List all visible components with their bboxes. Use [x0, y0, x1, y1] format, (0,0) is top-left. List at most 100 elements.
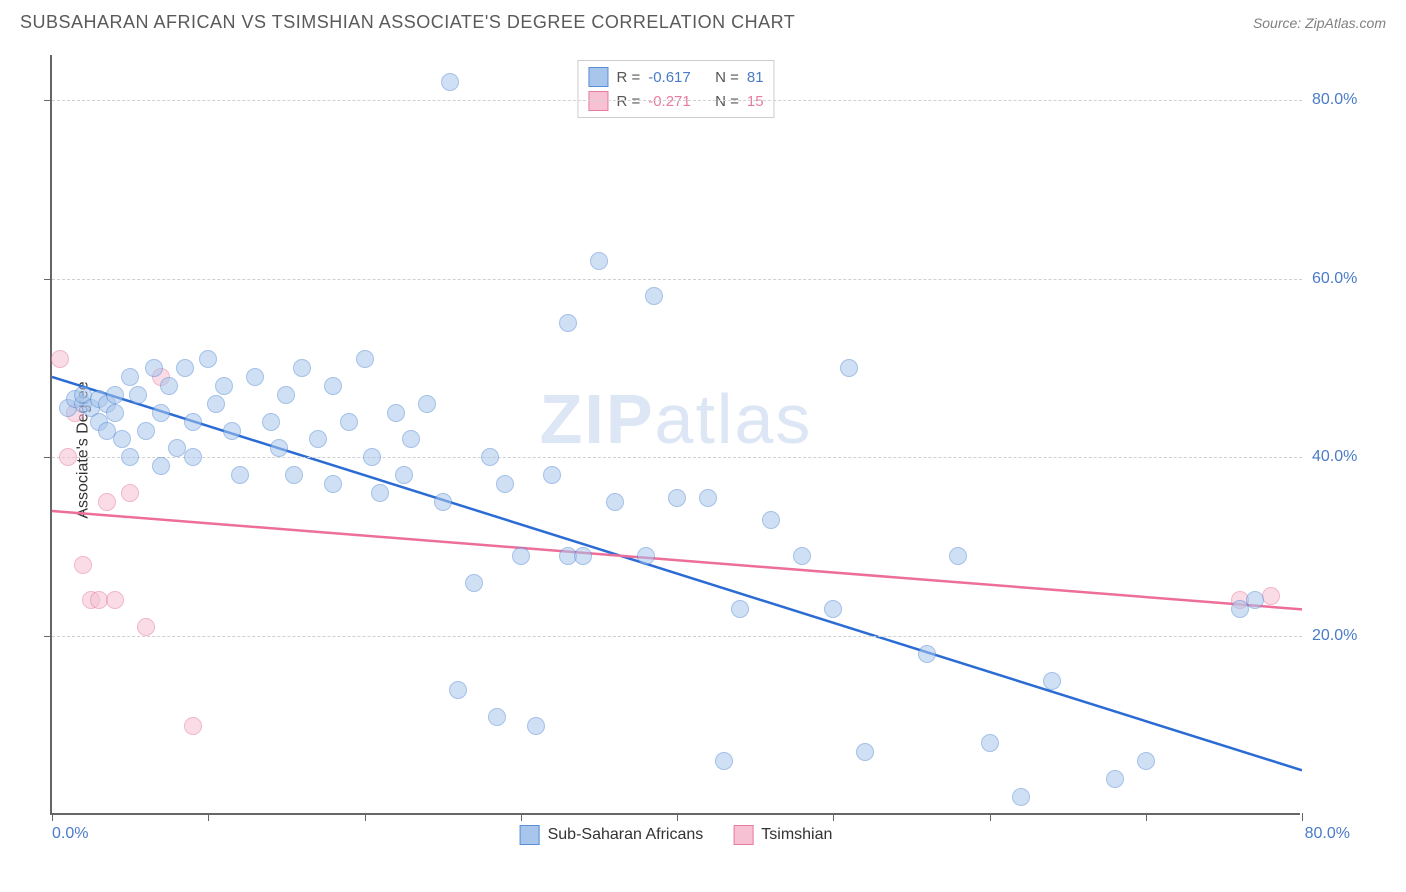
gridline — [52, 279, 1302, 280]
data-point — [512, 547, 530, 565]
data-point — [449, 681, 467, 699]
data-point — [363, 448, 381, 466]
data-point — [74, 556, 92, 574]
data-point — [981, 734, 999, 752]
data-point — [395, 466, 413, 484]
chart-container: Associate's Degree ZIPatlas R =-0.617 N … — [50, 55, 1390, 845]
data-point — [387, 404, 405, 422]
data-point — [793, 547, 811, 565]
data-point — [246, 368, 264, 386]
chart-title: SUBSAHARAN AFRICAN VS TSIMSHIAN ASSOCIAT… — [20, 12, 795, 33]
x-tick — [677, 813, 678, 821]
data-point — [1012, 788, 1030, 806]
data-point — [262, 413, 280, 431]
data-point — [285, 466, 303, 484]
data-point — [223, 422, 241, 440]
data-point — [215, 377, 233, 395]
data-point — [434, 493, 452, 511]
data-point — [356, 350, 374, 368]
source-credit: Source: ZipAtlas.com — [1253, 15, 1386, 31]
data-point — [559, 314, 577, 332]
data-point — [137, 422, 155, 440]
r-label: R = — [616, 69, 640, 86]
n-label: N = — [715, 69, 739, 86]
x-axis-min-label: 0.0% — [52, 825, 88, 843]
trend-line — [52, 377, 1302, 770]
data-point — [1246, 591, 1264, 609]
series-legend-item: Tsimshian — [733, 825, 832, 845]
data-point — [840, 359, 858, 377]
data-point — [402, 430, 420, 448]
data-point — [543, 466, 561, 484]
stats-legend: R =-0.617 N =81R =-0.271 N =15 — [577, 60, 774, 118]
data-point — [199, 350, 217, 368]
data-point — [699, 489, 717, 507]
n-value: 15 — [747, 93, 764, 110]
r-value: -0.271 — [648, 93, 691, 110]
x-tick — [365, 813, 366, 821]
y-tick-label: 80.0% — [1312, 91, 1357, 109]
data-point — [324, 475, 342, 493]
data-point — [106, 404, 124, 422]
data-point — [856, 743, 874, 761]
data-point — [645, 287, 663, 305]
data-point — [488, 708, 506, 726]
data-point — [113, 430, 131, 448]
data-point — [152, 457, 170, 475]
data-point — [949, 547, 967, 565]
watermark: ZIPatlas — [540, 379, 813, 459]
watermark-zip: ZIP — [540, 380, 655, 458]
series-legend-item: Sub-Saharan Africans — [520, 825, 704, 845]
legend-swatch — [588, 91, 608, 111]
data-point — [184, 717, 202, 735]
watermark-atlas: atlas — [655, 380, 813, 458]
data-point — [270, 439, 288, 457]
data-point — [340, 413, 358, 431]
x-tick — [990, 813, 991, 821]
y-tick — [44, 457, 52, 458]
data-point — [918, 645, 936, 663]
data-point — [176, 359, 194, 377]
trendlines-svg — [52, 55, 1302, 815]
legend-swatch — [520, 825, 540, 845]
y-tick-label: 20.0% — [1312, 627, 1357, 645]
gridline — [52, 636, 1302, 637]
data-point — [1137, 752, 1155, 770]
data-point — [762, 511, 780, 529]
data-point — [207, 395, 225, 413]
data-point — [121, 368, 139, 386]
data-point — [137, 618, 155, 636]
y-tick-label: 40.0% — [1312, 448, 1357, 466]
gridline — [52, 457, 1302, 458]
data-point — [184, 448, 202, 466]
data-point — [277, 386, 295, 404]
data-point — [293, 359, 311, 377]
source-name: ZipAtlas.com — [1305, 15, 1386, 31]
data-point — [715, 752, 733, 770]
data-point — [1043, 672, 1061, 690]
data-point — [418, 395, 436, 413]
legend-swatch — [588, 67, 608, 87]
x-tick — [1146, 813, 1147, 821]
x-axis-max-label: 80.0% — [1305, 825, 1350, 843]
data-point — [606, 493, 624, 511]
gridline — [52, 100, 1302, 101]
data-point — [731, 600, 749, 618]
series-name: Sub-Saharan Africans — [548, 826, 704, 844]
r-label: R = — [616, 93, 640, 110]
data-point — [106, 386, 124, 404]
source-prefix: Source: — [1253, 15, 1305, 31]
n-label: N = — [715, 93, 739, 110]
data-point — [51, 350, 69, 368]
data-point — [465, 574, 483, 592]
x-tick — [208, 813, 209, 821]
data-point — [106, 591, 124, 609]
y-tick-label: 60.0% — [1312, 270, 1357, 288]
data-point — [184, 413, 202, 431]
data-point — [590, 252, 608, 270]
data-point — [371, 484, 389, 502]
x-tick — [833, 813, 834, 821]
plot-area: ZIPatlas R =-0.617 N =81R =-0.271 N =15 … — [50, 55, 1300, 815]
y-tick — [44, 100, 52, 101]
x-tick — [1302, 813, 1303, 821]
